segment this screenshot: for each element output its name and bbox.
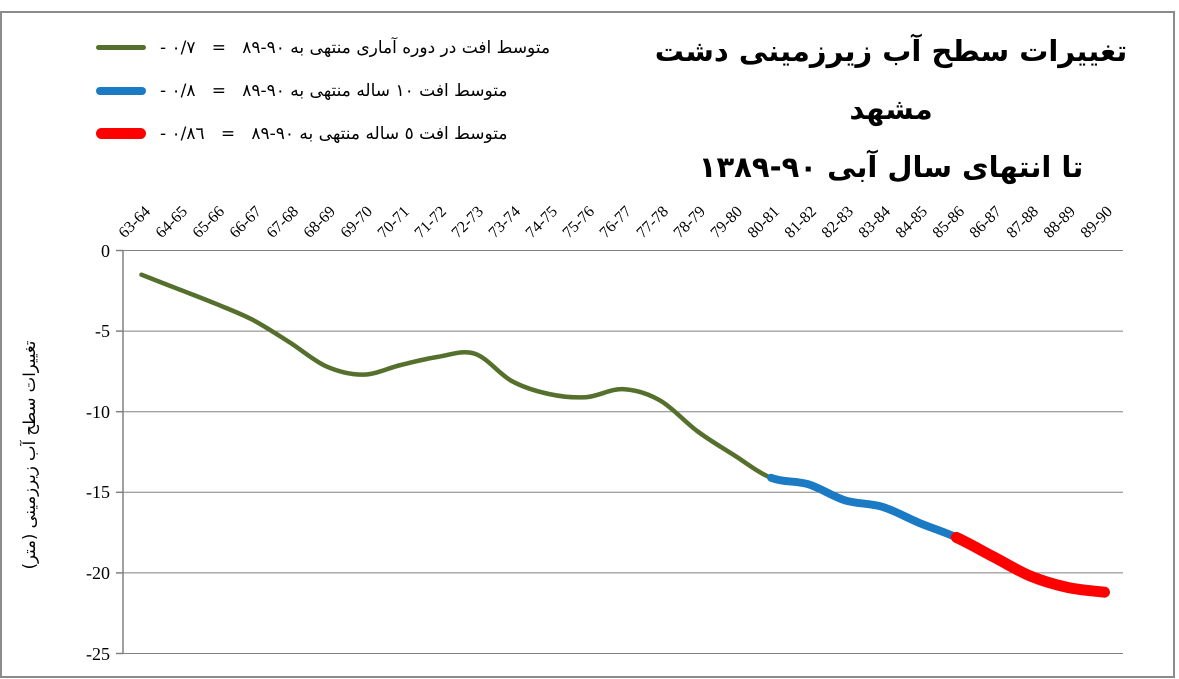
y-axis-tick-label: -25: [86, 643, 110, 664]
series-line-whole-period: [139, 272, 774, 481]
y-axis-tick-label: -20: [86, 562, 110, 583]
chart-title: تغییرات سطح آب زیرزمینی دشت مشهد تا انته…: [636, 22, 1146, 196]
series-line-five-year: [950, 531, 1110, 598]
y-axis-tick-label: -10: [86, 401, 110, 422]
y-axis-tick-label: -15: [86, 482, 110, 503]
legend-item-ten-year: متوسط افت ١٠ ساله منتهی به ٨٩‎-‎٩٠ = ٠/٨…: [96, 69, 550, 112]
y-axis-title: تغییرات سطح آب زیرزمینی (متر): [20, 340, 39, 570]
chart-border: [0, 11, 1175, 678]
series-line-ten-year: [767, 473, 961, 542]
legend-label: متوسط افت در دوره آماری منتهی به ٨٩‎-‎٩٠…: [160, 37, 551, 58]
legend-label: متوسط افت ١٠ ساله منتهی به ٨٩‎-‎٩٠ = ٠/٨…: [160, 80, 508, 101]
legend-item-five-year: متوسط افت ٥ ساله منتهی به ٨٩‎-‎٩٠ = ٠/٨٦…: [96, 112, 550, 155]
chart-title-line2: تا انتهای سال آبی ١٣٨٩‎-‎٩٠: [698, 150, 1084, 184]
legend-item-whole-period: متوسط افت در دوره آماری منتهی به ٨٩‎-‎٩٠…: [96, 26, 550, 69]
legend-swatch-blue-line: [96, 86, 146, 95]
y-axis-tick-label: 0: [101, 240, 110, 261]
legend: متوسط افت در دوره آماری منتهی به ٨٩‎-‎٩٠…: [96, 26, 550, 155]
legend-swatch-red-line: [96, 128, 146, 139]
legend-swatch-olive-line: [96, 45, 146, 50]
chart-title-line1: تغییرات سطح آب زیرزمینی دشت مشهد: [654, 34, 1128, 126]
legend-label: متوسط افت ٥ ساله منتهی به ٨٩‎-‎٩٠ = ٠/٨٦…: [160, 123, 508, 144]
y-axis-tick-label: -5: [95, 321, 110, 342]
